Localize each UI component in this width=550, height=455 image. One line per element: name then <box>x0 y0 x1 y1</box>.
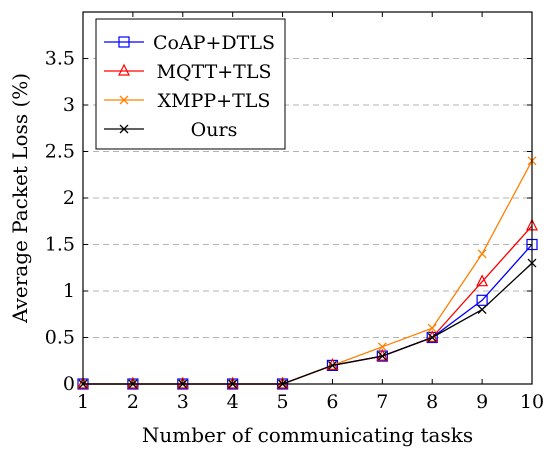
x-tick-label: 2 <box>127 391 139 413</box>
y-tick-label: 3.5 <box>45 48 75 70</box>
series-line <box>83 244 533 385</box>
series-line <box>83 262 533 385</box>
x-tick-label: 8 <box>426 391 438 413</box>
x-tick-label: 4 <box>227 391 239 413</box>
legend-label: CoAP+DTLS <box>153 32 275 54</box>
data-point <box>226 376 239 389</box>
legend-marker <box>119 95 129 105</box>
y-tick-label: 2 <box>63 187 75 209</box>
data-point <box>377 351 387 361</box>
legend-item: Ours <box>104 119 237 141</box>
x-tick-label: 10 <box>520 391 544 413</box>
legend-label: XMPP+TLS <box>158 90 271 112</box>
data-point <box>377 342 387 352</box>
axis-ticks: 0 0.5 1 1.5 2 2.5 3 3.5 1 2 3 4 5 6 7 8 9 10 <box>45 12 544 413</box>
x-tick-label: 7 <box>376 391 388 413</box>
series-layer <box>77 156 538 390</box>
x-tick-label: 1 <box>77 391 89 413</box>
series-coap-dtls <box>77 238 538 390</box>
data-point <box>126 376 139 389</box>
data-point <box>476 294 488 306</box>
y-tick-label: 2.5 <box>45 141 75 163</box>
y-axis-label: Average Packet Loss (%) <box>8 73 32 324</box>
series-mqtt-tls <box>77 218 538 389</box>
x-tick-label: 5 <box>277 391 289 413</box>
data-point <box>477 249 487 259</box>
y-tick-label: 1.5 <box>45 234 75 256</box>
legend-marker <box>118 63 130 76</box>
x-tick-label: 9 <box>476 391 488 413</box>
legend-marker <box>119 124 129 134</box>
legend-item: MQTT+TLS <box>104 61 271 83</box>
x-tick-label: 3 <box>177 391 189 413</box>
legend-label: MQTT+TLS <box>157 61 272 83</box>
series-line <box>83 160 533 385</box>
series-ours <box>78 258 537 389</box>
x-tick-label: 6 <box>326 391 338 413</box>
legend-item: XMPP+TLS <box>104 90 270 112</box>
legend: CoAP+DTLS MQTT+TLS XMPP+TLS Ours <box>95 18 286 150</box>
data-point <box>77 376 89 389</box>
data-point <box>327 360 337 370</box>
series-line <box>83 225 533 385</box>
data-point <box>427 323 437 333</box>
data-point <box>427 333 437 342</box>
series-xmpp-tls <box>78 156 537 389</box>
y-tick-label: 0 <box>63 373 75 395</box>
data-point <box>476 274 489 287</box>
y-tick-label: 1 <box>63 280 75 302</box>
legend-marker <box>118 36 130 48</box>
x-axis-label: Number of communicating tasks <box>142 423 473 447</box>
legend-box <box>95 18 286 150</box>
y-tick-label: 0.5 <box>45 327 75 349</box>
y-tick-label: 3 <box>63 94 75 116</box>
legend-item: CoAP+DTLS <box>104 32 275 54</box>
legend-label: Ours <box>191 119 238 141</box>
data-point <box>477 305 487 315</box>
data-point <box>176 376 189 389</box>
